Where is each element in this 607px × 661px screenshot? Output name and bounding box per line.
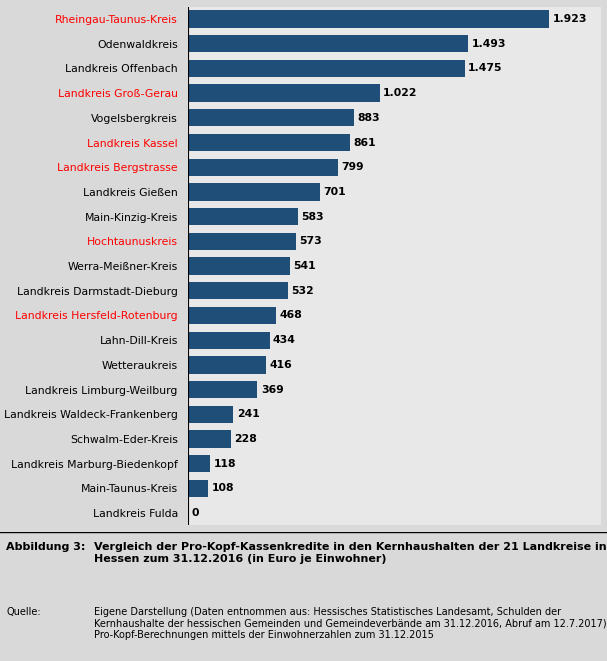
Bar — [188, 35, 468, 52]
Bar — [188, 381, 257, 398]
Bar — [188, 406, 233, 423]
Text: 1.923: 1.923 — [552, 14, 587, 24]
Bar — [188, 109, 354, 126]
Bar — [188, 208, 297, 225]
Bar — [188, 480, 208, 497]
Text: 0: 0 — [192, 508, 199, 518]
Bar — [188, 455, 210, 473]
Text: 228: 228 — [234, 434, 257, 444]
Text: Abbildung 3:: Abbildung 3: — [6, 543, 86, 553]
Bar — [188, 332, 270, 349]
Bar — [188, 183, 320, 200]
Text: 532: 532 — [291, 286, 314, 295]
Text: Eigene Darstellung (Daten entnommen aus: Hessisches Statistisches Landesamt, Sch: Eigene Darstellung (Daten entnommen aus:… — [94, 607, 607, 640]
Text: 861: 861 — [353, 137, 376, 147]
Text: 468: 468 — [279, 311, 302, 321]
Bar — [188, 159, 338, 176]
Text: 369: 369 — [261, 385, 283, 395]
Text: 1.493: 1.493 — [472, 39, 506, 49]
Bar — [188, 356, 266, 373]
Text: 583: 583 — [301, 212, 324, 221]
Text: 1.022: 1.022 — [383, 88, 418, 98]
Bar — [188, 11, 549, 28]
Text: 541: 541 — [293, 261, 316, 271]
Text: 1.475: 1.475 — [468, 63, 503, 73]
Text: 118: 118 — [214, 459, 236, 469]
Text: 701: 701 — [323, 187, 346, 197]
Bar — [188, 85, 380, 102]
Text: 799: 799 — [342, 162, 364, 173]
Text: 573: 573 — [299, 237, 322, 247]
Bar — [188, 59, 465, 77]
Text: 434: 434 — [273, 335, 296, 345]
Bar — [188, 257, 290, 275]
Bar — [188, 430, 231, 447]
Text: 241: 241 — [237, 409, 260, 419]
Text: Quelle:: Quelle: — [6, 607, 41, 617]
Bar — [188, 282, 288, 299]
Text: Vergleich der Pro-Kopf-Kassenkredite in den Kernhaushalten der 21 Landkreise in
: Vergleich der Pro-Kopf-Kassenkredite in … — [94, 543, 607, 564]
Text: 108: 108 — [212, 483, 234, 493]
Text: 416: 416 — [270, 360, 293, 370]
Bar — [188, 233, 296, 250]
Bar — [188, 134, 350, 151]
Bar — [188, 307, 276, 324]
Text: 883: 883 — [357, 113, 380, 123]
